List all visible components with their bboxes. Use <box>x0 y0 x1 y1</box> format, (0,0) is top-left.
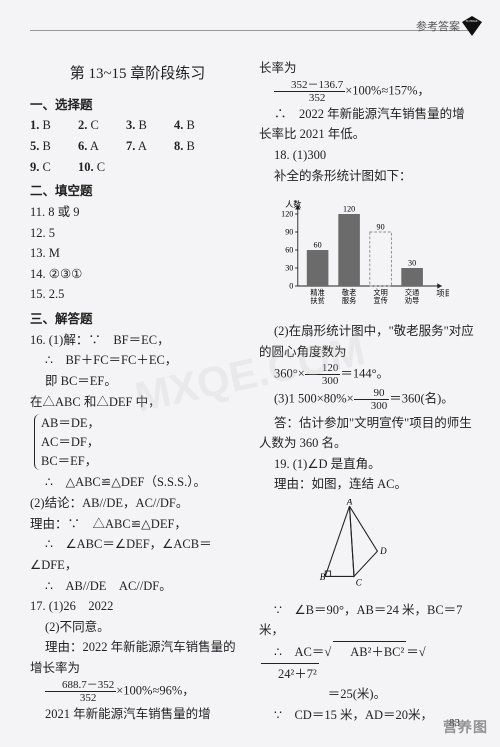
svg-text:SCHOOL: SCHOOL <box>466 19 479 23</box>
brace-group: AB＝DE， AC＝DF， BC＝EF， <box>34 414 245 470</box>
svg-text:C: C <box>356 577 363 587</box>
svg-text:敬老: 敬老 <box>342 288 356 297</box>
page-number: 83 <box>449 717 460 729</box>
school-logo-icon: SCHOOL <box>460 14 484 38</box>
svg-text:90: 90 <box>285 228 293 237</box>
section-2: 二、填空题 <box>30 181 245 202</box>
svg-text:劝导: 劝导 <box>405 296 419 305</box>
q18-line: (2)在扇形统计图中，"敬老服务"对应的圆心角度数为 <box>259 321 474 362</box>
svg-text:90: 90 <box>377 223 385 232</box>
svg-text:人数: 人数 <box>285 199 301 209</box>
svg-text:扶贫: 扶贫 <box>310 296 324 305</box>
svg-text:项目: 项目 <box>436 289 449 298</box>
mc-item: 1. B <box>30 115 78 136</box>
left-column: 第 13~15 章阶段练习 一、选择题 1. B 2. C 3. B 4. B … <box>30 58 245 725</box>
mc-item: 6. A <box>78 136 126 157</box>
q16-line: 理由：∵ △ABC≌△DEF， <box>30 514 245 535</box>
q19-line: ∵ CD＝15 米，AD＝20米， <box>259 705 474 726</box>
header-label: 参考答案 <box>416 18 460 34</box>
mc-item: 7. A <box>126 136 174 157</box>
svg-text:30: 30 <box>408 259 416 268</box>
bar-chart: 0306090120人数项目60精准扶贫120敬老服务90文明宣传30交通劝导 <box>269 190 449 310</box>
mc-item: 8. B <box>174 136 222 157</box>
q19-sqrt: ∴ AC＝√AB²＋BC²＝√24²＋7² <box>259 641 474 684</box>
q16-line: ∴ ∠ABC＝∠DEF，∠ACB＝∠DFE， <box>30 534 245 575</box>
q17-line: (2)不同意。 <box>30 617 245 638</box>
fill-item: 12. 5 <box>30 223 245 244</box>
svg-text:0: 0 <box>289 282 293 291</box>
q19-line: 19. (1)∠D 是直角。 <box>259 454 474 475</box>
q16-line: ∴ BF＋FC＝FC＋EC， <box>30 350 245 371</box>
section-3: 三、解答题 <box>30 309 245 330</box>
svg-text:120: 120 <box>281 210 293 219</box>
fill-item: 14. ②③① <box>30 264 245 285</box>
svg-text:文明: 文明 <box>373 288 387 297</box>
mc-item: 2. C <box>78 115 126 136</box>
q18-calc2: (3)1 500×80%×90300＝360(名)。 <box>259 387 474 412</box>
svg-text:交通: 交通 <box>405 288 419 297</box>
svg-text:120: 120 <box>343 205 355 214</box>
fill-item: 13. M <box>30 243 245 264</box>
r-line: ∴ 2022 年新能源汽车销售量的增长率比 2021 年低。 <box>259 104 474 145</box>
q19-line: ∵ ∠B＝90°，AB＝24 米，BC＝7 米， <box>259 600 474 641</box>
brace-line: AC＝DF， <box>41 433 245 452</box>
right-column: 长率为 352－136.7352×100%≈157%， ∴ 2022 年新能源汽… <box>259 58 474 725</box>
fill-item: 11. 8 或 9 <box>30 202 245 223</box>
section-1: 一、选择题 <box>30 95 245 116</box>
q16-line: ∴ △ABC≌△DEF（S.S.S.）。 <box>30 472 245 493</box>
triangle-diagram: A B C D <box>309 499 399 589</box>
mc-row-3: 9. C 10. C <box>30 157 245 178</box>
q18-line: 补全的条形统计图如下： <box>259 166 474 187</box>
q17-line: 理由：2022 年新能源汽车销售量的增长率为 <box>30 637 245 678</box>
mc-item: 3. B <box>126 115 174 136</box>
mc-row-1: 1. B 2. C 3. B 4. B <box>30 115 245 136</box>
svg-text:A: A <box>346 499 353 506</box>
q16-line: ∴ AB//DE AC//DF。 <box>30 576 245 597</box>
rule <box>30 30 474 31</box>
q16-line: (2)结论：AB//DE，AC//DF。 <box>30 493 245 514</box>
mc-item: 4. B <box>174 115 222 136</box>
q17-line: 2021 年新能源汽车销售量的增 <box>30 704 245 725</box>
svg-text:精准: 精准 <box>310 288 324 297</box>
mc-item: 10. C <box>78 157 126 178</box>
brace-line: BC＝EF， <box>41 452 245 471</box>
chapter-title: 第 13~15 章阶段练习 <box>30 62 245 87</box>
svg-text:宣传: 宣传 <box>373 296 387 305</box>
svg-text:B: B <box>320 572 326 582</box>
q18-line: 答：估计参加"文明宣传"项目的师生人数为 360 名。 <box>259 413 474 454</box>
q16-line: 16. (1)解：∵ BF＝EC， <box>30 330 245 351</box>
q17-frac: 688.7－352352×100%≈96%， <box>30 679 245 704</box>
q18-line: 18. (1)300 <box>259 145 474 166</box>
columns: 第 13~15 章阶段练习 一、选择题 1. B 2. C 3. B 4. B … <box>30 58 474 725</box>
svg-text:60: 60 <box>285 246 293 255</box>
fill-item: 15. 2.5 <box>30 284 245 305</box>
q19-line: 理由：如图，连结 AC。 <box>259 474 474 495</box>
brace-line: AB＝DE， <box>41 414 245 433</box>
r-frac: 352－136.7352×100%≈157%， <box>259 79 474 104</box>
q19-line: ＝25(米)。 <box>259 684 474 705</box>
mc-row-2: 5. B 6. A 7. A 8. B <box>30 136 245 157</box>
q17-line: 17. (1)26 2022 <box>30 596 245 617</box>
q16-line: 在△ABC 和△DEF 中， <box>30 392 245 413</box>
mc-item: 5. B <box>30 136 78 157</box>
svg-text:30: 30 <box>285 264 293 273</box>
svg-text:服务: 服务 <box>342 296 356 305</box>
svg-text:60: 60 <box>314 241 322 250</box>
q16-line: 即 BC＝EF。 <box>30 371 245 392</box>
svg-text:D: D <box>379 546 387 556</box>
mc-item: 9. C <box>30 157 78 178</box>
q18-calc: 360°×120300＝144°。 <box>259 362 474 387</box>
r-line: 长率为 <box>259 58 474 79</box>
